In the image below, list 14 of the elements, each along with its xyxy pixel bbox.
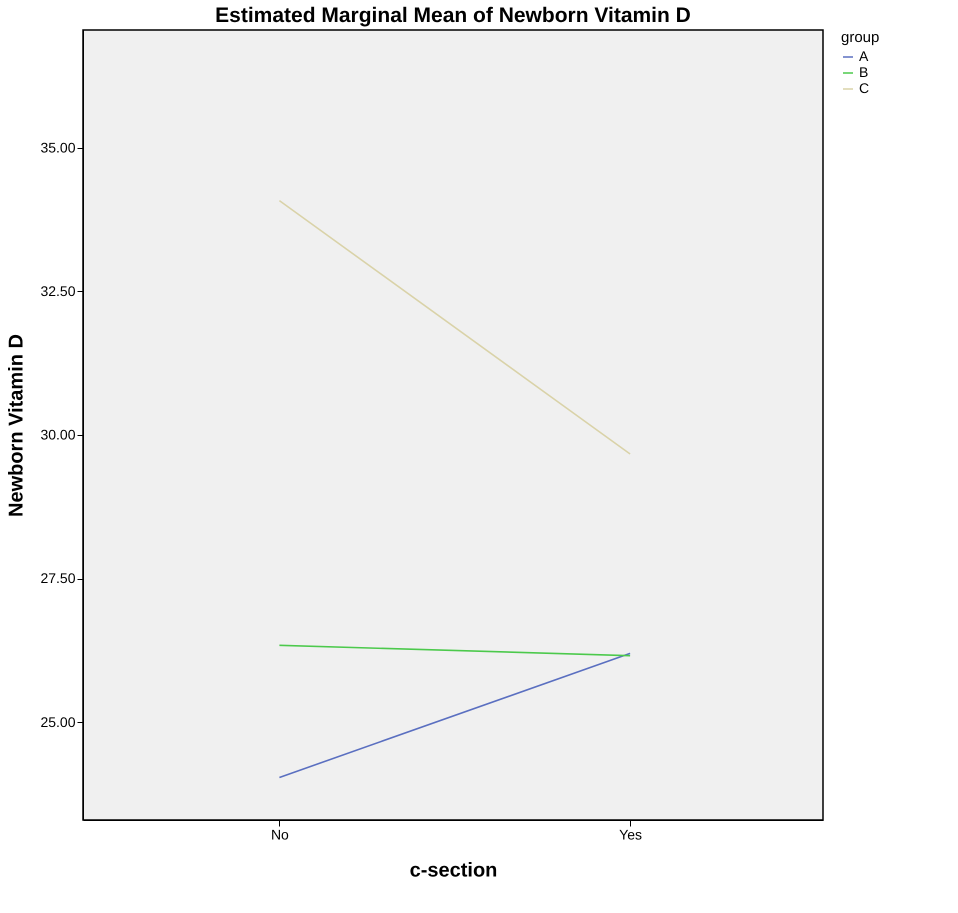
x-axis-title: c-section xyxy=(410,860,498,882)
y-tick-label: 32.50 xyxy=(40,282,76,299)
legend-label: A xyxy=(859,48,869,64)
y-tick-label: 25.00 xyxy=(40,714,76,730)
x-tick-label: No xyxy=(270,826,290,842)
y-tick-label: 27.50 xyxy=(40,570,76,586)
chart-title: Estimated Marginal Mean of Newborn Vitamin D xyxy=(215,4,691,27)
legend-title: group xyxy=(841,29,880,46)
y-axis-title: Newborn Vitamin D xyxy=(5,334,28,517)
x-tick-label: Yes xyxy=(619,826,642,842)
legend-label: B xyxy=(859,64,868,80)
y-tick-label: 35.00 xyxy=(40,139,76,156)
y-tick-label: 30.00 xyxy=(40,426,76,443)
legend-label: C xyxy=(859,80,870,96)
